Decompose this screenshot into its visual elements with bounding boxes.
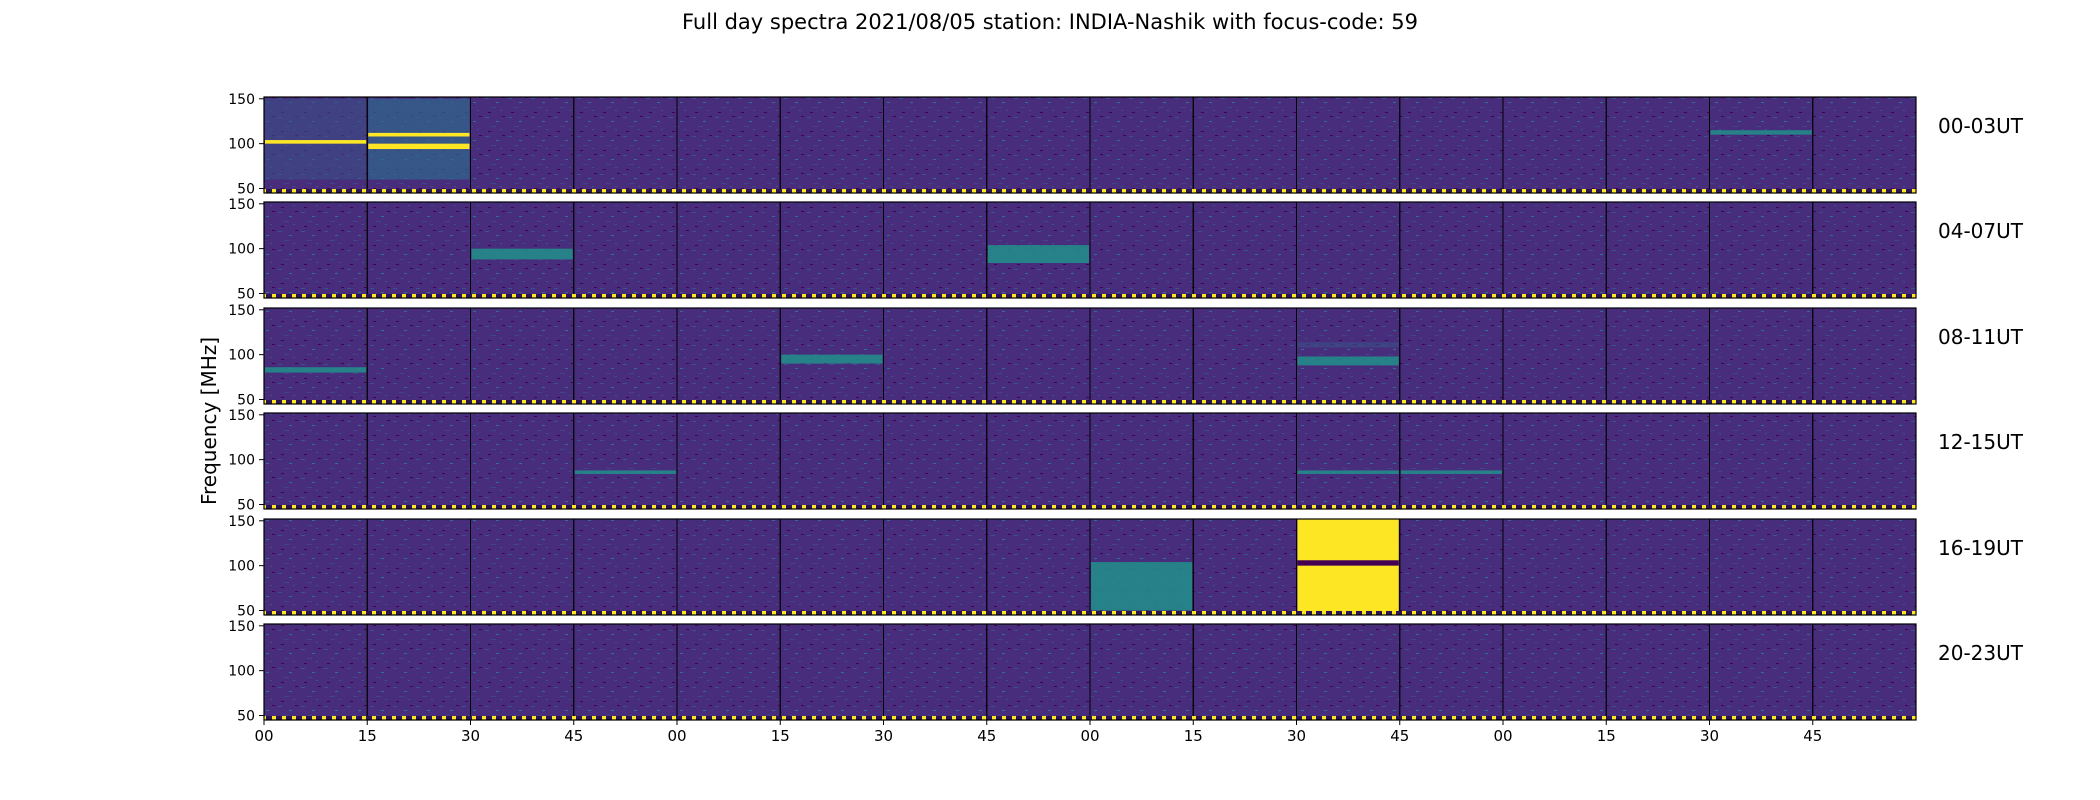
x-tick-label: 15 [1597,727,1616,745]
x-tick-label: 45 [564,727,583,745]
x-tick-label: 00 [254,727,273,745]
calibration-band [264,294,1916,298]
emission-event [1297,356,1399,366]
x-tick-label: 15 [358,727,377,745]
spectra-row-frame [263,96,1917,194]
calibration-band [264,611,1916,615]
x-tick-label: 00 [667,727,686,745]
spectra-row: 50 100 150 12-15UT [228,408,2023,514]
y-tick-label: 50 [237,498,255,514]
x-tick-label: 45 [1390,727,1409,745]
emission-event [574,470,676,475]
y-tick-label: 150 [228,408,255,424]
emission-event [1710,130,1812,135]
spectra-row-frame [263,201,1917,299]
emission-event [471,248,573,260]
emission-event [265,140,367,144]
row-time-label: 04-07UT [1938,219,2024,243]
y-tick-label: 150 [228,92,255,108]
spectra-row-frame [263,518,1917,616]
x-tick-label: 45 [1803,727,1822,745]
spectra-row-frame [263,307,1917,405]
calibration-band [264,716,1916,720]
emission-event [265,98,367,180]
x-tick-label: 30 [874,727,893,745]
y-tick-label: 100 [228,664,255,680]
row-time-label: 20-23UT [1938,641,2024,665]
y-tick-label: 50 [237,393,255,409]
y-tick-label: 100 [228,137,255,153]
emission-event [1297,342,1399,348]
x-tick-label: 30 [461,727,480,745]
y-tick-label: 150 [228,303,255,319]
emission-gap [1297,560,1399,566]
y-tick-label: 100 [228,453,255,469]
x-tick-label: 15 [771,727,790,745]
x-tick-label: 30 [1287,727,1306,745]
row-time-label: 16-19UT [1938,536,2024,560]
x-tick-label: 15 [1184,727,1203,745]
row-time-label: 08-11UT [1938,325,2024,349]
x-tick-label: 30 [1700,727,1719,745]
emission-event [1091,562,1193,611]
y-tick-label: 50 [237,287,255,303]
calibration-band [264,189,1916,193]
emission-event [265,367,367,373]
row-time-label: 00-03UT [1938,114,2024,138]
spectra-row: 50 100 150 16-19UT [228,514,2023,620]
emission-event [368,132,470,137]
x-tick-label: 45 [977,727,996,745]
x-tick-label: 00 [1080,727,1099,745]
calibration-band [264,400,1916,404]
row-time-label: 12-15UT [1938,430,2024,454]
emission-event [368,98,470,180]
calibration-band [264,505,1916,509]
chart-title: Full day spectra 2021/08/05 station: IND… [682,10,1418,34]
y-tick-label: 50 [237,182,255,198]
emission-event [368,143,470,150]
y-tick-label: 50 [237,604,255,620]
y-tick-label: 150 [228,514,255,530]
y-tick-label: 50 [237,709,255,725]
spectra-row: 50 100 150 20-23UT [228,619,2023,725]
y-tick-label: 150 [228,197,255,213]
x-tick-label: 00 [1493,727,1512,745]
emission-event [1400,470,1502,475]
emission-event [987,245,1089,264]
spectra-row: 50 100 150 08-11UT [228,303,2023,409]
emission-event [781,354,883,364]
y-tick-label: 150 [228,619,255,635]
spectra-row: 50 100 150 04-07UT [228,197,2023,303]
y-tick-label: 100 [228,242,255,258]
y-tick-label: 100 [228,348,255,364]
emission-event [1297,470,1399,475]
spectra-row: 50 100 150 00-03UT [228,92,2023,198]
y-tick-label: 100 [228,559,255,575]
spectra-row-frame [263,412,1917,510]
